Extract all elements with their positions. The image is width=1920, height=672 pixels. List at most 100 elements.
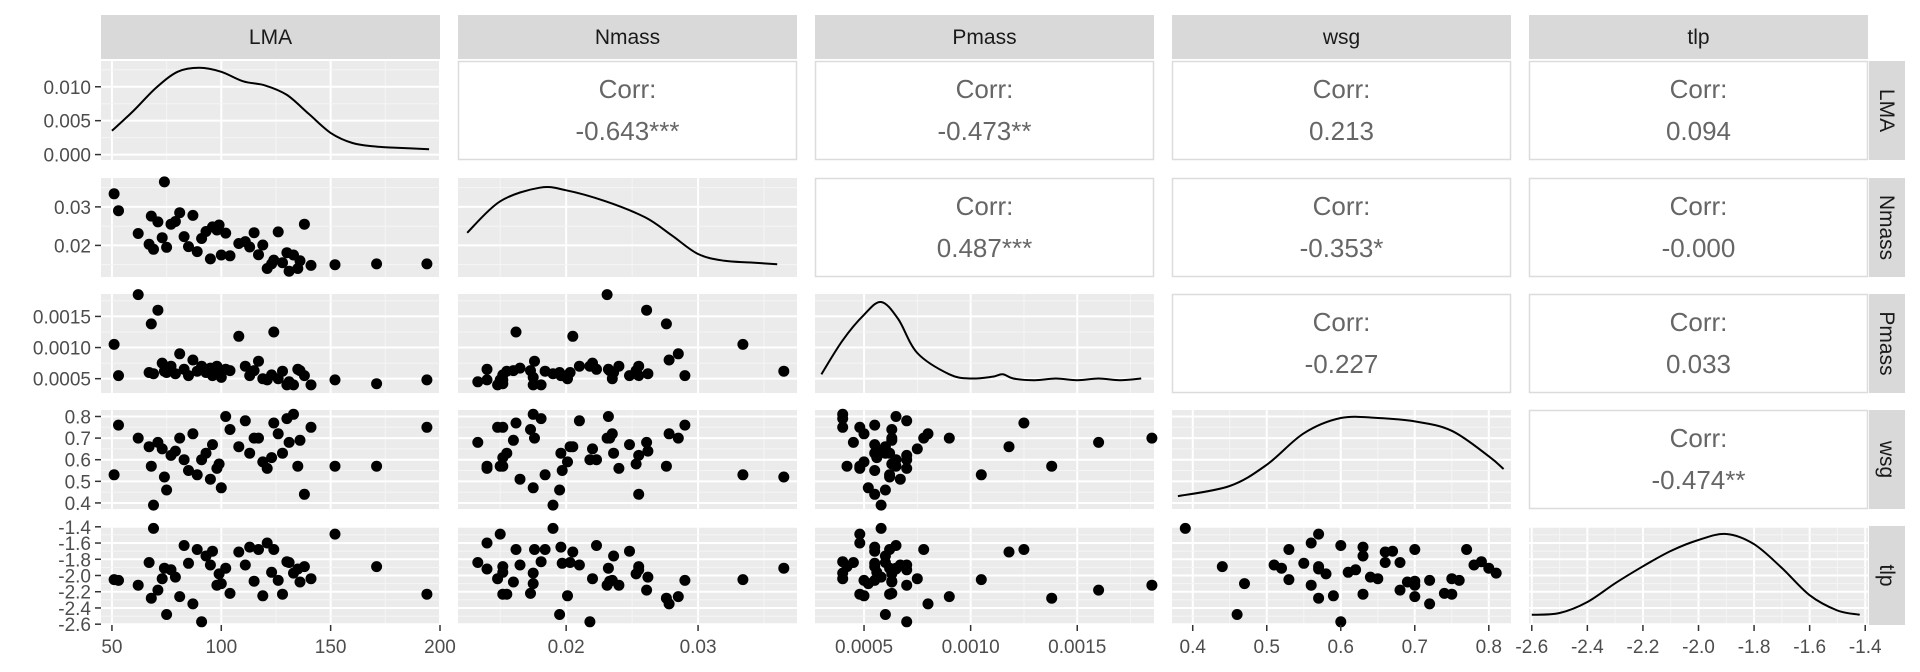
density-curve-Pmass [820, 300, 1142, 382]
scatter-point [481, 363, 493, 375]
scatter-point [113, 419, 124, 431]
corr-value-LMA-wsg: 0.213 [1309, 116, 1374, 146]
scatter-point [587, 573, 598, 585]
scatter-point [837, 421, 849, 433]
scatter-point [911, 443, 923, 455]
scatter-point [606, 428, 618, 440]
panel-bg-LMA-LMA [101, 61, 440, 160]
scatter-point [1268, 559, 1280, 571]
scatter-point [606, 574, 618, 586]
scatter-point [841, 460, 853, 472]
scatter-point [191, 544, 203, 555]
y-tick-label-wsg: 0.8 [65, 407, 91, 428]
x-tick-label-LMA: 200 [424, 637, 456, 658]
scatter-point [174, 348, 186, 360]
y-tick-label-wsg: 0.5 [65, 472, 91, 493]
scatter-point [854, 588, 866, 600]
scatter-point [547, 499, 559, 511]
scatter-point [1146, 579, 1158, 591]
x-tick-label-Nmass: 0.03 [680, 637, 717, 658]
scatter-point [869, 561, 881, 573]
column-strip-LMA [101, 15, 440, 59]
scatter-point [527, 379, 539, 391]
scatter-point [633, 561, 645, 573]
scatter-point [584, 360, 596, 372]
scatter-point [266, 566, 278, 578]
corr-value-Pmass-wsg: -0.227 [1305, 349, 1379, 379]
scatter-point [178, 540, 190, 551]
column-strip-label-tlp: tlp [1687, 26, 1709, 49]
scatter-point [257, 590, 269, 602]
scatter-point [510, 544, 522, 555]
scatter-point [911, 573, 923, 585]
scatter-point [602, 411, 614, 422]
scatter-point [894, 473, 906, 485]
scatter-point [294, 255, 306, 267]
scatter-point [248, 365, 260, 377]
corr-label: Corr: [1313, 74, 1371, 104]
scatter-point [187, 354, 199, 366]
scatter-point [1305, 579, 1317, 591]
scatter-point [879, 609, 891, 620]
x-tick-label-tlp: -2.4 [1571, 637, 1604, 658]
row-strip-label-tlp: tlp [1875, 564, 1898, 586]
scatter-point [562, 590, 573, 602]
row-strip-label-LMA: LMA [1875, 89, 1898, 132]
corr-label: Corr: [1670, 74, 1728, 104]
column-strip-label-wsg: wsg [1322, 26, 1360, 49]
scatter-point [1146, 432, 1158, 444]
y-tick-label-LMA: 0.010 [43, 78, 91, 99]
scatter-point [884, 447, 896, 459]
scatter-point [268, 254, 280, 266]
scatter-point [507, 365, 519, 377]
scatter-point [672, 432, 684, 444]
scatter-point [601, 289, 613, 301]
scatter-point [183, 465, 194, 476]
row-strip-label-wsg: wsg [1875, 440, 1898, 478]
column-strip-label-LMA: LMA [249, 26, 292, 49]
corr-label: Corr: [1313, 191, 1371, 221]
scatter-point [283, 557, 295, 568]
column-strip-Pmass [815, 15, 1154, 59]
scatter-point [527, 567, 539, 579]
scatter-point [272, 226, 284, 238]
scatter-point [204, 473, 216, 485]
scatter-point [858, 574, 870, 586]
scatter-point [113, 574, 124, 586]
scatter-point [298, 370, 310, 382]
scatter-point [277, 257, 288, 269]
scatter-point [1379, 557, 1391, 568]
scatter-point [567, 546, 579, 558]
scatter-point [555, 447, 567, 459]
corr-label: Corr: [956, 191, 1014, 221]
scatter-point [901, 559, 913, 571]
scatter-point [901, 579, 913, 591]
y-tick-label-Nmass: 0.02 [54, 236, 91, 257]
scatter-point [847, 436, 859, 448]
scatter-point [642, 445, 654, 457]
scatter-point [737, 338, 749, 350]
scatter-point [778, 562, 790, 574]
scatter-point [871, 452, 883, 464]
scatter-point [268, 417, 280, 429]
y-tick-label-LMA: 0.000 [43, 146, 91, 167]
row-strip-Pmass [1869, 294, 1905, 393]
scatter-point [1335, 616, 1347, 628]
scatter-point [108, 188, 120, 200]
scatter-point [497, 460, 509, 472]
scatter-point [183, 557, 194, 569]
scatter-point [672, 348, 684, 360]
scatter-point [224, 365, 236, 377]
y-tick-label-Nmass: 0.03 [54, 198, 91, 219]
scatter-point [507, 434, 519, 446]
scatter-point [1313, 528, 1325, 540]
scatter-point [497, 588, 509, 600]
scatter-point [132, 289, 144, 301]
scatter-point [841, 561, 853, 573]
scatter-point [854, 421, 866, 433]
scatter-point [191, 246, 203, 258]
scatter-point [527, 482, 539, 494]
corr-label: Corr: [1670, 423, 1728, 453]
scatter-point [663, 428, 675, 440]
